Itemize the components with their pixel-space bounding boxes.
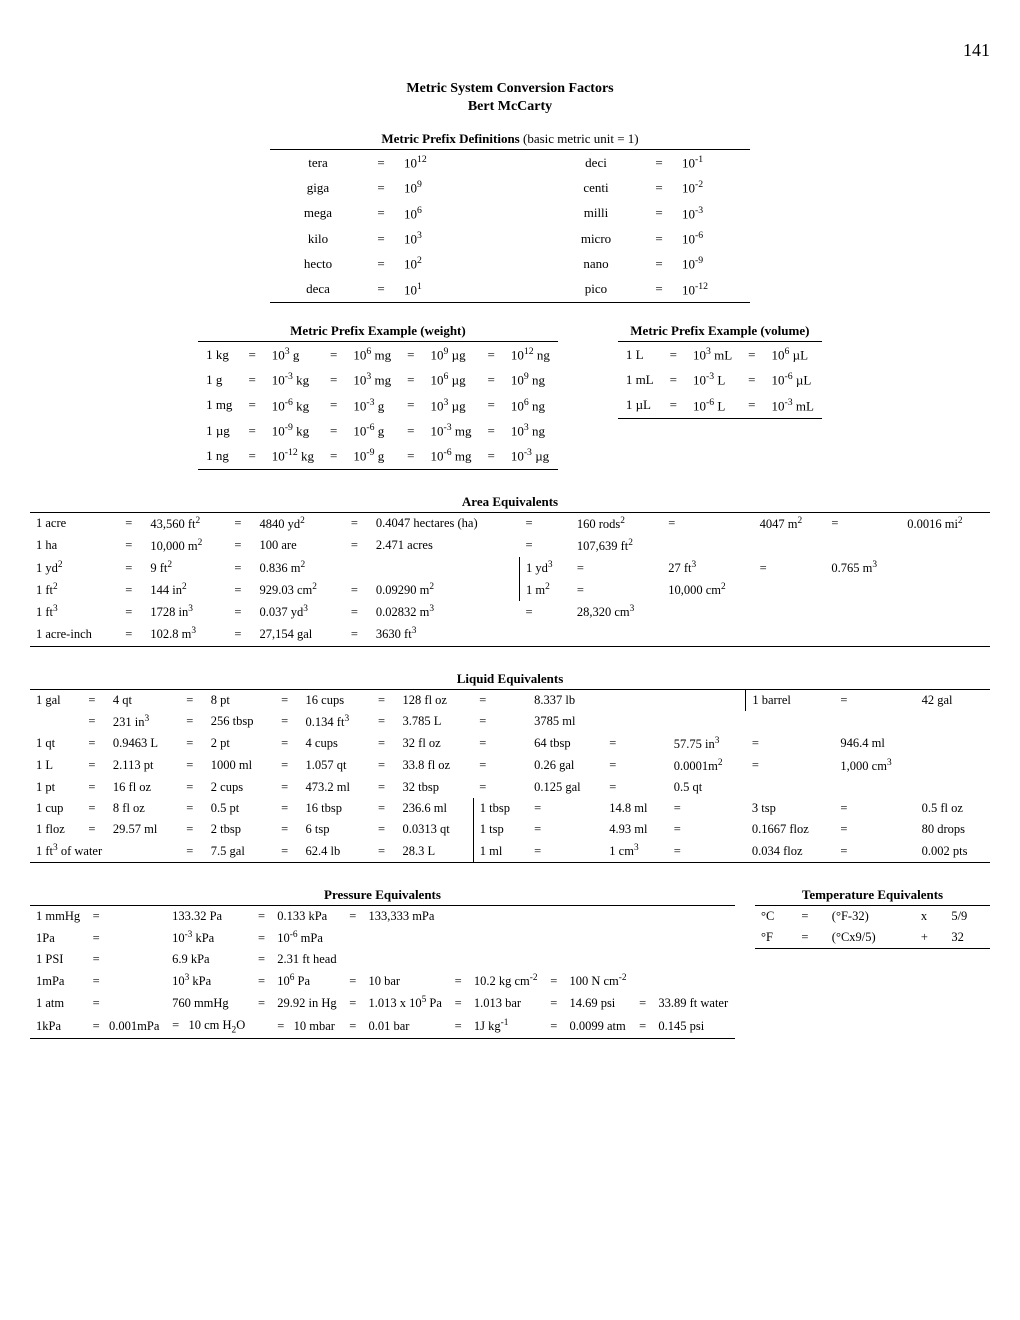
prefix-row: kilo=103 micro=10-6 (270, 226, 750, 251)
area-title: Area Equivalents (30, 494, 990, 510)
area-table: 1 acre=43,560 ft2=4840 yd2=0.4047 hectar… (30, 512, 990, 647)
prefix-row: hecto=102 nano=10-9 (270, 251, 750, 276)
prefix-row: giga=109 centi=10-2 (270, 175, 750, 200)
weight-title: Metric Prefix Example (weight) (198, 323, 558, 339)
volume-row: 1 mL=10-3 L=10-6 µL (618, 367, 822, 392)
pressure-title: Pressure Equivalents (30, 887, 735, 903)
weight-table: 1 kg=103 g=106 mg=109 µg=1012 ng1 g=10-3… (198, 341, 558, 470)
prefix-row: mega=106 milli=10-3 (270, 201, 750, 226)
weight-row: 1 kg=103 g=106 mg=109 µg=1012 ng (198, 341, 558, 367)
liquid-title: Liquid Equivalents (30, 671, 990, 687)
prefix-row: tera=1012 deci=10-1 (270, 150, 750, 176)
volume-table: 1 L=103 mL=106 µL1 mL=10-3 L=10-6 µL1 µL… (618, 341, 822, 419)
volume-row: 1 µL=10-6 L=10-3 mL (618, 393, 822, 419)
liquid-table: 1 gal=4 qt=8 pt=16 cups=128 fl oz=8.337 … (30, 689, 990, 864)
weight-row: 1 ng=10-12 kg=10-9 g=10-6 mg=10-3 µg (198, 443, 558, 469)
weight-row: 1 µg=10-9 kg=10-6 g=10-3 mg=103 ng (198, 418, 558, 443)
volume-title: Metric Prefix Example (volume) (618, 323, 822, 339)
author: Bert McCarty (30, 99, 990, 115)
volume-row: 1 L=103 mL=106 µL (618, 341, 822, 367)
temperature-title: Temperature Equivalents (755, 887, 990, 903)
prefix-def-title: Metric Prefix Definitions (basic metric … (30, 131, 990, 147)
prefix-def-table: tera=1012 deci=10-1giga=109 centi=10-2me… (270, 149, 750, 303)
weight-row: 1 mg=10-6 kg=10-3 g=103 µg=106 ng (198, 393, 558, 418)
page-number: 141 (30, 40, 990, 61)
temperature-table: °C=(°F-32)x5/9 °F=(°Cx9/5)+32 (755, 905, 990, 949)
prefix-row: deca=101 pico=10-12 (270, 277, 750, 303)
pressure-table: 1 mmHg=133.32 Pa=0.133 kPa=133,333 mPa 1… (30, 905, 735, 1039)
weight-row: 1 g=10-3 kg=103 mg=106 µg=109 ng (198, 367, 558, 392)
main-title: Metric System Conversion Factors (30, 81, 990, 97)
